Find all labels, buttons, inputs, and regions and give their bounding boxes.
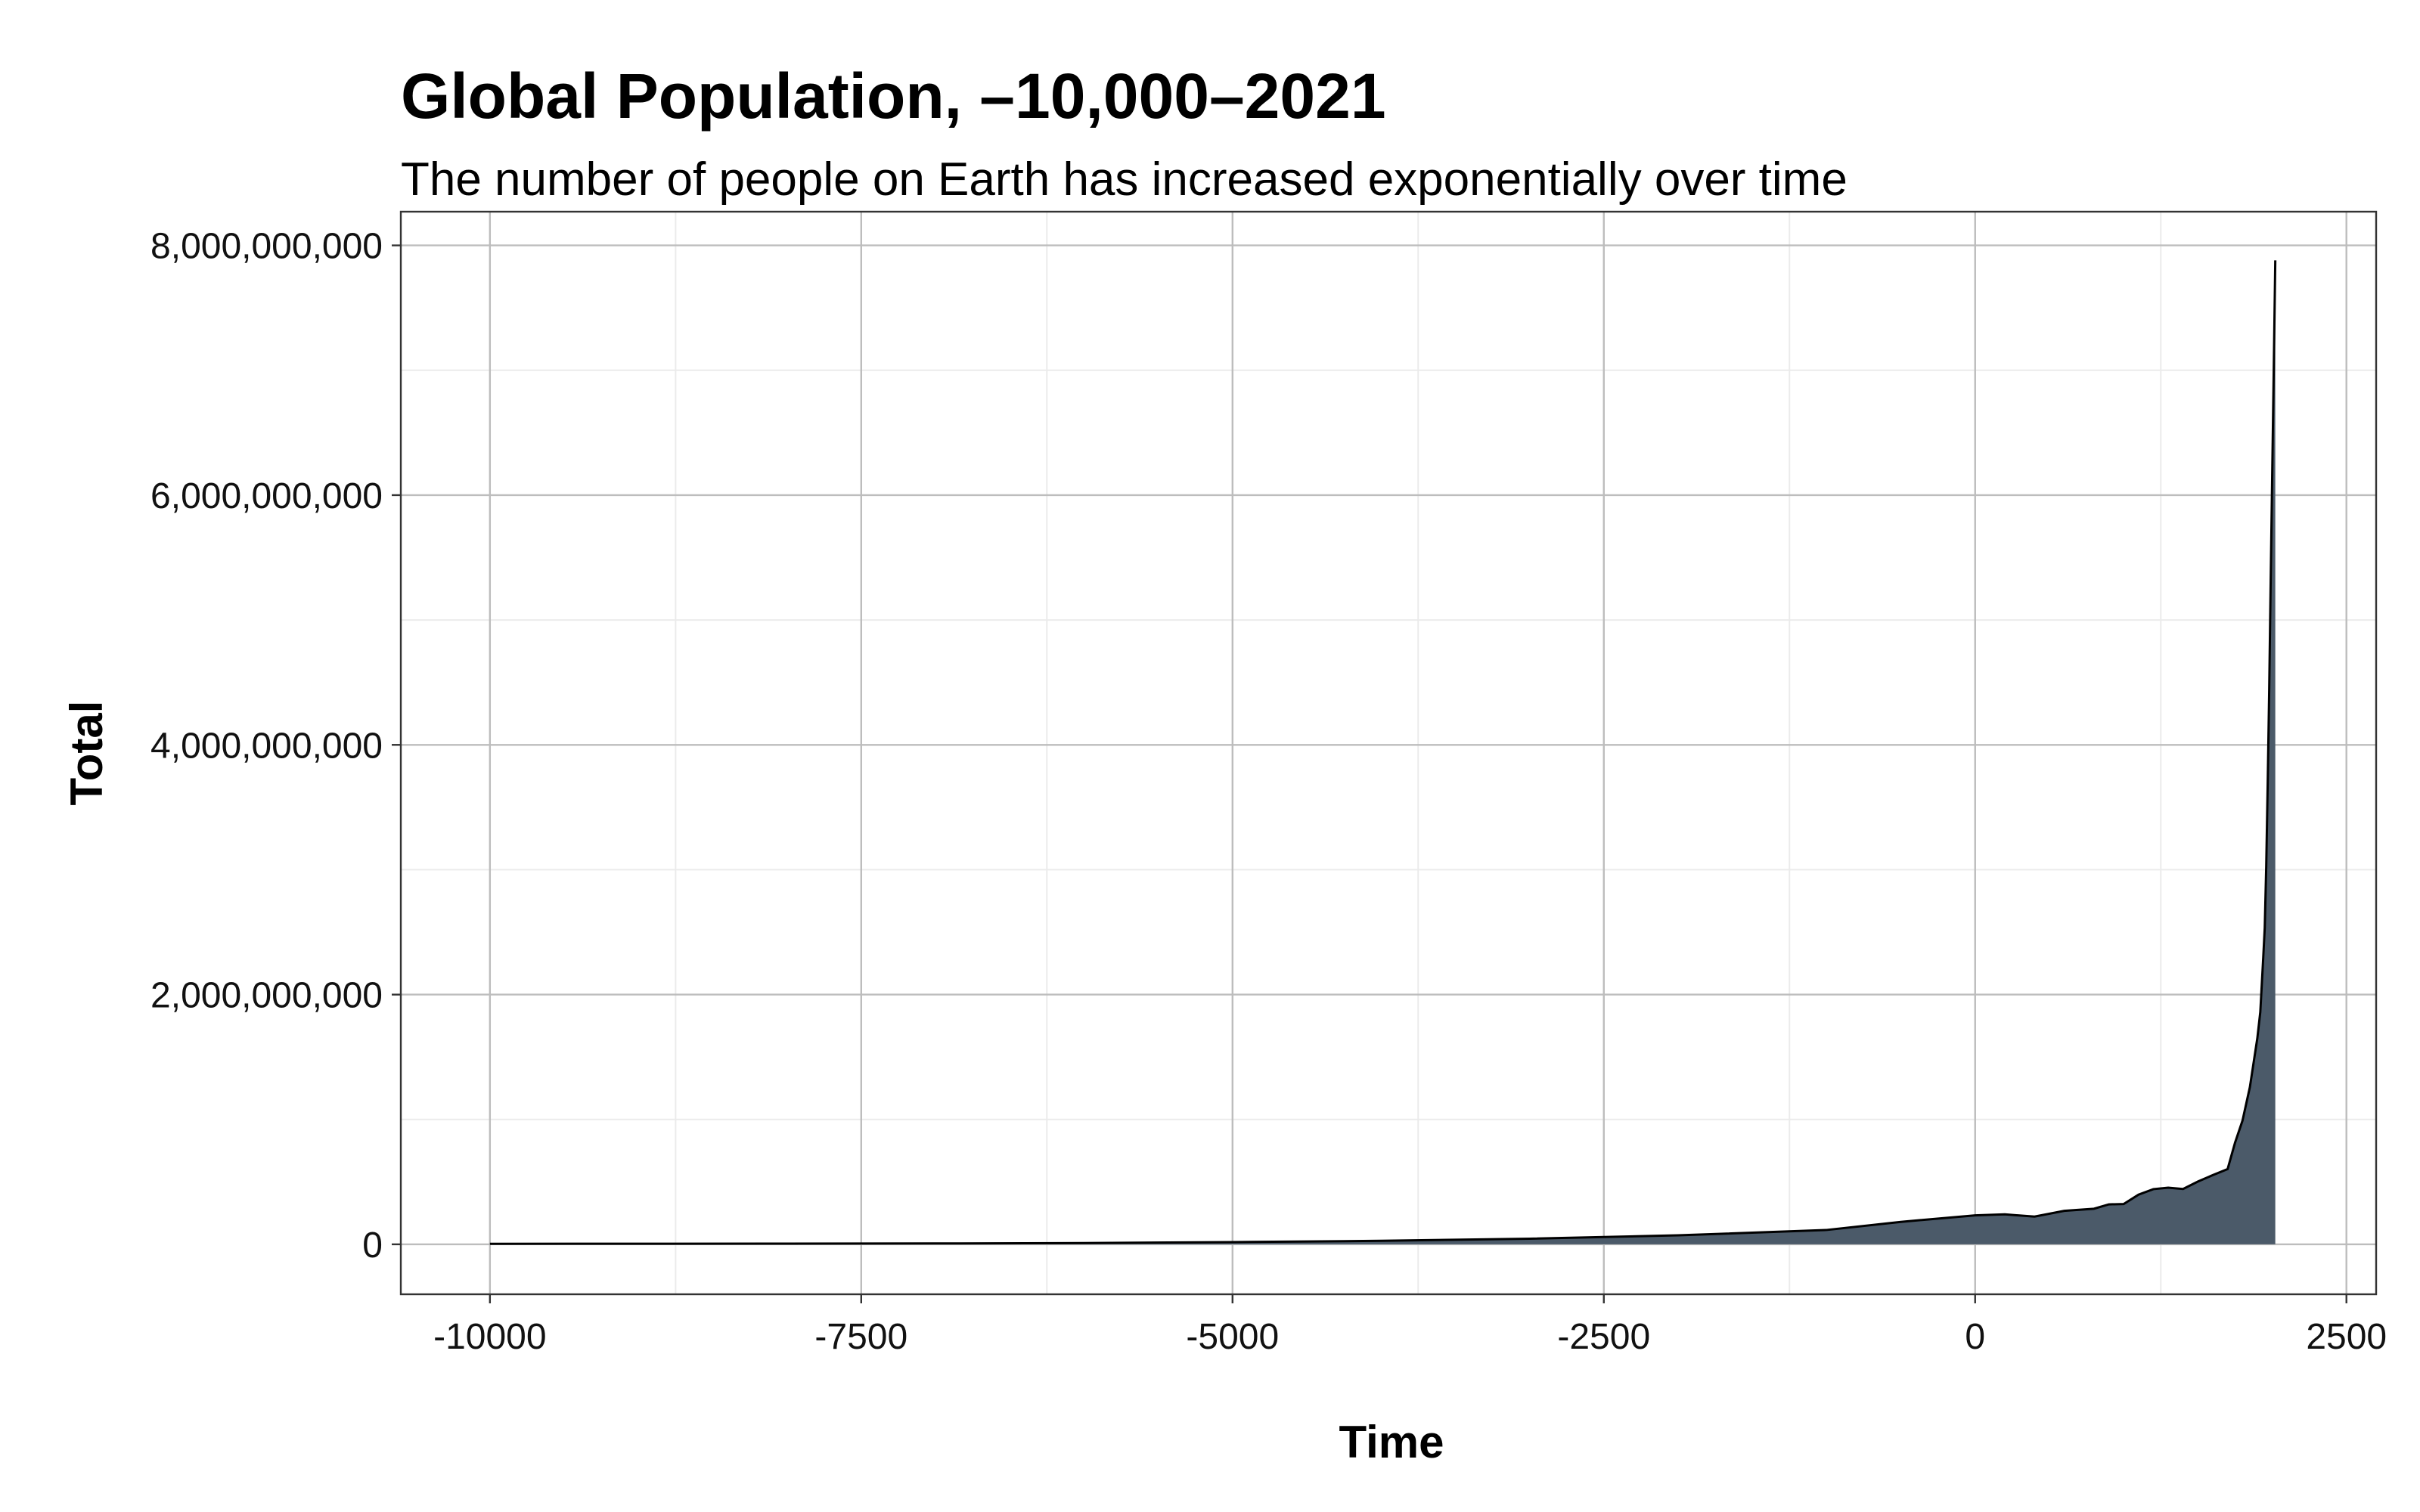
panel-border bbox=[399, 210, 2378, 1296]
x-tick-label: -10000 bbox=[433, 1317, 546, 1357]
y-tick-label: 2,000,000,000 bbox=[150, 976, 383, 1016]
population-area bbox=[489, 260, 2276, 1244]
chart-title: Global Population, –10,000–2021 bbox=[401, 60, 1386, 132]
population-line bbox=[489, 260, 2277, 1245]
x-tick-label: -2500 bbox=[1557, 1317, 1650, 1357]
x-tick-label: -7500 bbox=[814, 1317, 908, 1357]
chart-subtitle: The number of people on Earth has increa… bbox=[401, 153, 1848, 206]
x-tick-label: 2500 bbox=[2306, 1317, 2387, 1357]
plot-area: -10000 -7500 -5000 -2500 0 2500 0 2,000,000,000… bbox=[150, 210, 2387, 1357]
y-tick-label: 4,000,000,000 bbox=[150, 726, 383, 766]
y-tick-label: 8,000,000,000 bbox=[150, 227, 383, 267]
x-axis-title: Time bbox=[1339, 1417, 1444, 1467]
y-tick-label: 6,000,000,000 bbox=[150, 476, 383, 516]
y-axis-title: Total bbox=[61, 701, 112, 806]
y-tick-label: 0 bbox=[362, 1225, 383, 1266]
x-tick-label: -5000 bbox=[1186, 1317, 1279, 1357]
x-tick-label: 0 bbox=[1965, 1317, 1985, 1357]
